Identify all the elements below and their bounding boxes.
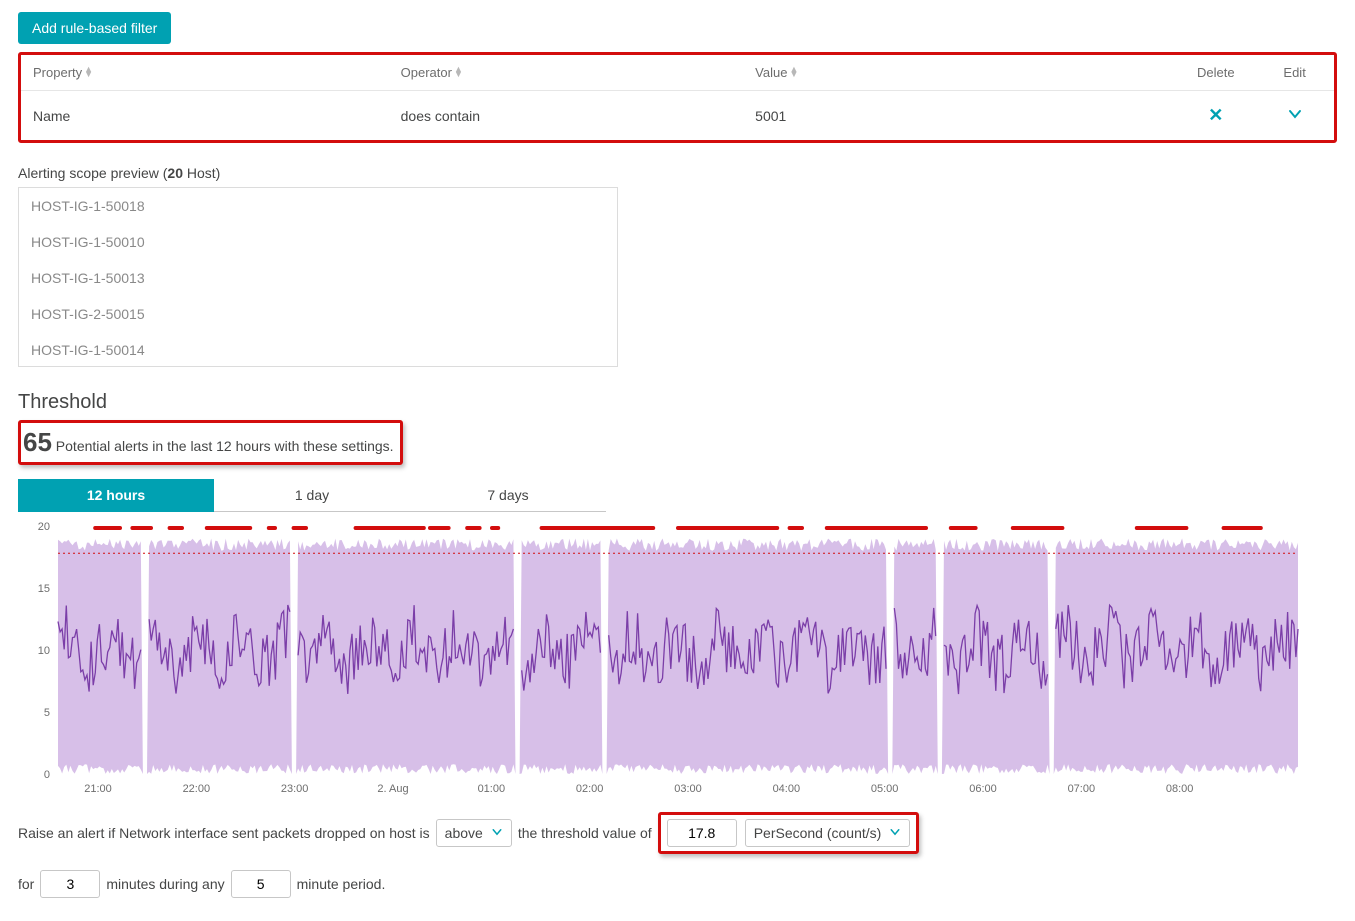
th-delete: Delete: [1176, 55, 1255, 91]
delete-icon[interactable]: ✕: [1208, 105, 1223, 125]
svg-text:20: 20: [38, 521, 50, 533]
during-label: minutes during any: [106, 876, 224, 892]
expand-icon[interactable]: [1287, 109, 1303, 125]
threshold-inputs-highlight: PerSecond (count/s): [658, 812, 920, 854]
during-minutes-input[interactable]: [231, 870, 291, 898]
svg-text:15: 15: [38, 583, 50, 595]
threshold-input[interactable]: [667, 819, 737, 847]
sort-icon: ▲▼: [454, 67, 463, 78]
cell-property: Name: [21, 91, 389, 141]
chevron-down-icon: [491, 825, 503, 841]
svg-text:07:00: 07:00: [1068, 783, 1096, 795]
alert-sentence-2: for minutes during any minute period.: [18, 870, 1337, 898]
svg-text:23:00: 23:00: [281, 783, 309, 795]
tab-1-day[interactable]: 1 day: [214, 479, 410, 512]
th-property[interactable]: Property▲▼: [21, 55, 389, 91]
comparator-select[interactable]: above: [436, 819, 512, 847]
svg-text:06:00: 06:00: [969, 783, 997, 795]
svg-text:04:00: 04:00: [773, 783, 801, 795]
svg-text:08:00: 08:00: [1166, 783, 1194, 795]
tab-7-days[interactable]: 7 days: [410, 479, 606, 512]
unit-value: PerSecond (count/s): [754, 825, 882, 841]
threshold-title: Threshold: [18, 391, 1337, 414]
sort-icon: ▲▼: [84, 67, 93, 78]
th-value[interactable]: Value▲▼: [743, 55, 1176, 91]
chart-svg: 0 5 10 15 20 21:00 22:00 23:00 2. Aug 01:00 02:00 0…: [18, 518, 1308, 798]
comparator-value: above: [445, 825, 483, 841]
th-operator[interactable]: Operator▲▼: [389, 55, 744, 91]
th-edit: Edit: [1255, 55, 1334, 91]
alerts-highlight: 65 Potential alerts in the last 12 hours…: [18, 420, 403, 465]
threshold-chart: 0 5 10 15 20 21:00 22:00 23:00 2. Aug 01:00 02:00 0…: [18, 518, 1337, 798]
filter-table: Property▲▼ Operator▲▼ Value▲▼ Delete Edi…: [21, 55, 1334, 140]
scope-label-suffix: Host): [183, 165, 220, 181]
for-minutes-input[interactable]: [40, 870, 100, 898]
sentence-prefix: Raise an alert if Network interface sent…: [18, 825, 430, 841]
cell-operator: does contain: [389, 91, 744, 141]
th-property-label: Property: [33, 65, 82, 80]
tab-12-hours[interactable]: 12 hours: [18, 479, 214, 512]
table-row: Name does contain 5001 ✕: [21, 91, 1334, 141]
sort-icon: ▲▼: [789, 67, 798, 78]
alerts-count: 65: [23, 427, 52, 457]
filter-table-highlight: Property▲▼ Operator▲▼ Value▲▼ Delete Edi…: [18, 52, 1337, 143]
svg-text:0: 0: [44, 769, 50, 781]
th-operator-label: Operator: [401, 65, 452, 80]
svg-text:05:00: 05:00: [871, 783, 899, 795]
time-range-tabs: 12 hours 1 day 7 days: [18, 479, 606, 512]
alerts-text: Potential alerts in the last 12 hours wi…: [52, 438, 394, 454]
list-item[interactable]: HOST-IG-1-50010: [19, 224, 617, 260]
period-label: minute period.: [297, 876, 386, 892]
list-item[interactable]: HOST-IG-1-50013: [19, 260, 617, 296]
scope-preview-label: Alerting scope preview (20 Host): [18, 165, 1337, 181]
svg-text:5: 5: [44, 707, 50, 719]
add-filter-button[interactable]: Add rule-based filter: [18, 12, 171, 44]
alert-sentence: Raise an alert if Network interface sent…: [18, 812, 1337, 854]
svg-text:02:00: 02:00: [576, 783, 604, 795]
svg-text:10: 10: [38, 645, 50, 657]
list-item[interactable]: HOST-IG-1-50018: [19, 188, 617, 224]
unit-select[interactable]: PerSecond (count/s): [745, 819, 911, 847]
svg-text:22:00: 22:00: [183, 783, 211, 795]
svg-text:21:00: 21:00: [84, 783, 112, 795]
cell-value: 5001: [743, 91, 1176, 141]
for-label: for: [18, 876, 34, 892]
svg-text:2. Aug: 2. Aug: [377, 783, 408, 795]
chevron-down-icon: [889, 825, 901, 841]
scope-list[interactable]: HOST-IG-1-50018 HOST-IG-1-50010 HOST-IG-…: [18, 187, 618, 367]
scope-count: 20: [167, 165, 183, 181]
sentence-mid: the threshold value of: [518, 825, 652, 841]
svg-text:03:00: 03:00: [674, 783, 702, 795]
th-value-label: Value: [755, 65, 787, 80]
svg-text:01:00: 01:00: [478, 783, 506, 795]
list-item[interactable]: HOST-IG-1-50014: [19, 332, 617, 367]
scope-label-prefix: Alerting scope preview (: [18, 165, 167, 181]
list-item[interactable]: HOST-IG-2-50015: [19, 296, 617, 332]
